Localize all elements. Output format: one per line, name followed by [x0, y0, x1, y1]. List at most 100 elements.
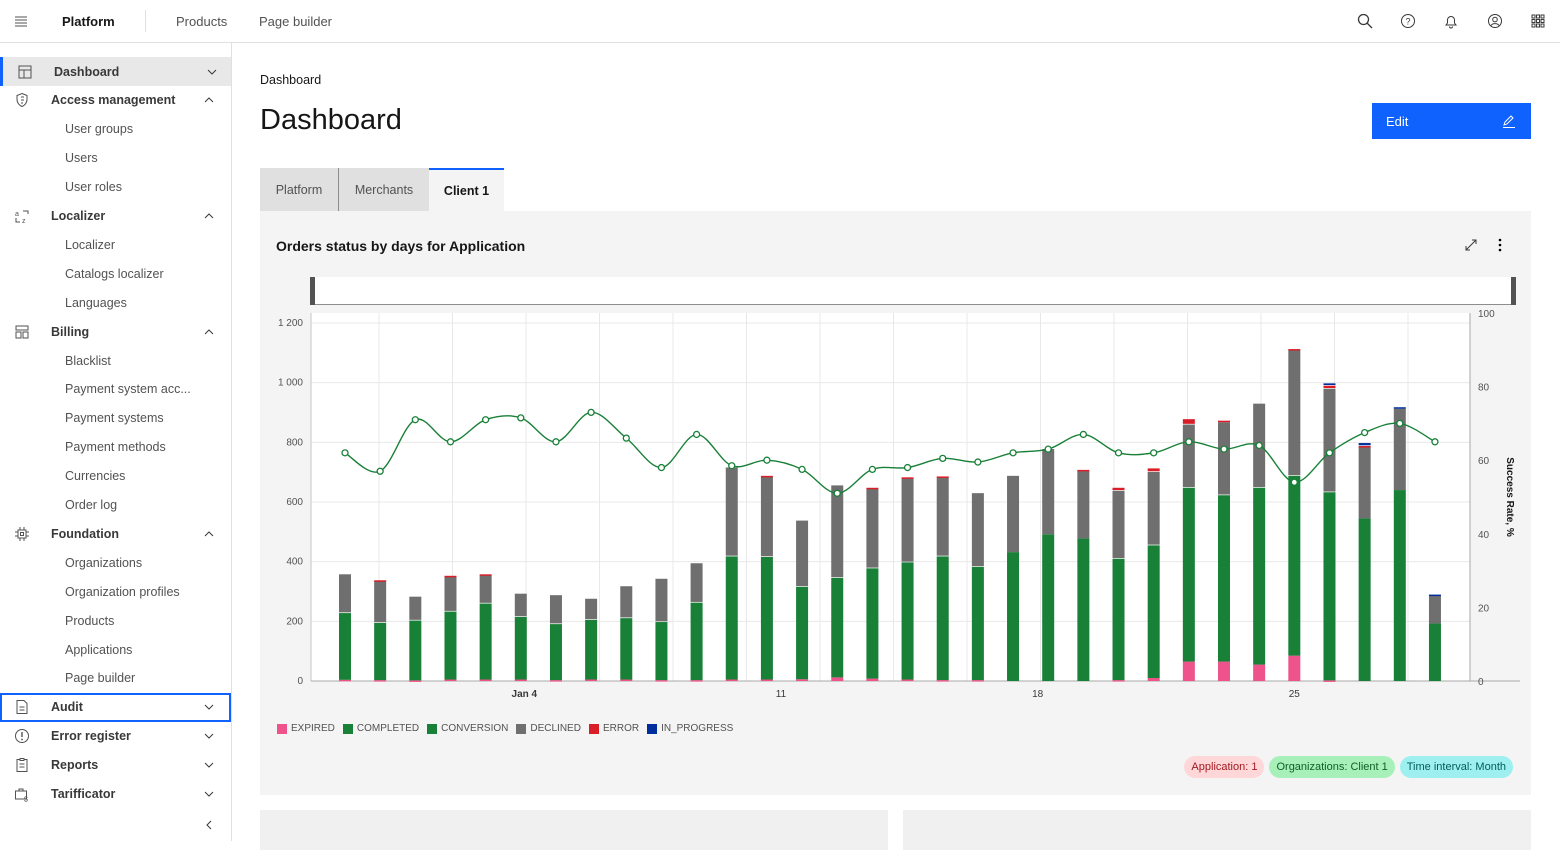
bar-segment-completed — [339, 613, 351, 680]
legend-label: CONVERSION — [441, 723, 509, 734]
legend-item[interactable]: EXPIRED — [277, 723, 335, 734]
sidebar-item-localizer[interactable]: a z Localizer — [0, 202, 231, 231]
app-switcher-icon[interactable] — [1528, 11, 1548, 31]
sidebar-item-payment-systems[interactable]: Payment systems — [0, 404, 231, 433]
collapse-sidebar-icon[interactable] — [202, 818, 216, 837]
legend-item[interactable]: COMPLETED — [342, 723, 419, 734]
bar-segment-completed — [760, 556, 773, 680]
maximize-icon[interactable] — [1463, 237, 1479, 258]
bar-segment-declined — [479, 575, 492, 603]
brand-name[interactable]: Platform — [62, 14, 115, 29]
tab-merchants[interactable]: Merchants — [339, 168, 429, 211]
sidebar-item-applications[interactable]: Applications — [0, 635, 231, 664]
sidebar-item-blacklist[interactable]: Blacklist — [0, 346, 231, 375]
breadcrumb[interactable]: Dashboard — [260, 73, 322, 87]
sidebar-item-tarifficator[interactable]: $ Tarifficator — [0, 780, 231, 809]
sidebar-item-currencies[interactable]: Currencies — [0, 462, 231, 491]
sidebar-item-label: Billing — [51, 324, 90, 339]
zoom-range-slider[interactable] — [310, 277, 1516, 305]
help-icon[interactable]: ? — [1398, 11, 1418, 31]
bar-segment-declined — [1042, 449, 1055, 535]
sidebar-item-billing[interactable]: Billing — [0, 317, 231, 346]
sidebar-item-organization-profiles[interactable]: Organization profiles — [0, 577, 231, 606]
bar-segment-declined — [901, 478, 914, 562]
legend-item[interactable]: IN_PROGRESS — [647, 723, 733, 734]
legend-label: DECLINED — [530, 723, 581, 734]
sidebar-item-localizer[interactable]: Localizer — [0, 230, 231, 259]
bar-segment-error — [760, 475, 773, 478]
notification-icon[interactable] — [1441, 11, 1461, 31]
sidebar-item-order-log[interactable]: Order log — [0, 491, 231, 520]
chevron-down-icon[interactable] — [202, 787, 216, 801]
y2-tick-label: 80 — [1478, 383, 1490, 394]
sidebar-item-languages[interactable]: Languages — [0, 288, 231, 317]
sidebar-item-products[interactable]: Products — [0, 606, 231, 635]
bar-segment-completed — [514, 616, 527, 680]
bar-segment-completed — [1428, 623, 1441, 681]
chevron-down-icon[interactable] — [202, 700, 216, 714]
bar-segment-expired — [620, 679, 633, 682]
sidebar-item-error-register[interactable]: Error register — [0, 722, 231, 751]
tab-client-1[interactable]: Client 1 — [429, 168, 504, 211]
menu-icon[interactable] — [11, 11, 31, 31]
edit-button[interactable]: Edit — [1372, 103, 1531, 139]
sidebar-item-user-groups[interactable]: User groups — [0, 115, 231, 144]
bar-segment-completed — [796, 586, 809, 680]
filter-tag[interactable]: Time interval: Month — [1399, 756, 1513, 778]
sidebar-item-catalogs-localizer[interactable]: Catalogs localizer — [0, 259, 231, 288]
tab-platform[interactable]: Platform — [260, 168, 338, 211]
sidebar-item-reports[interactable]: Reports — [0, 751, 231, 780]
bar-segment-error — [479, 574, 492, 576]
user-icon[interactable] — [1485, 11, 1505, 31]
sidebar-item-organizations[interactable]: Organizations — [0, 548, 231, 577]
sidebar-item-label: Localizer — [51, 209, 106, 223]
bar-segment-in-progress — [1358, 443, 1371, 446]
chevron-up-icon[interactable] — [202, 93, 216, 107]
bar-segment-completed — [479, 603, 492, 680]
nav-page-builder[interactable]: Page builder — [259, 14, 332, 29]
chevron-down-icon[interactable] — [202, 758, 216, 772]
chevron-down-icon[interactable] — [202, 729, 216, 743]
filter-tag[interactable]: Organizations: Client 1 — [1269, 756, 1395, 778]
bar-segment-declined — [655, 578, 668, 622]
chart-legend: EXPIRED COMPLETED CONVERSION DECLINED ERROR I… — [277, 723, 733, 734]
legend-item[interactable]: ERROR — [588, 723, 639, 734]
bar-segment-expired — [936, 680, 949, 682]
chevron-up-icon[interactable] — [202, 325, 216, 339]
range-handle-left[interactable] — [310, 277, 315, 305]
bar-segment-expired — [901, 679, 914, 682]
filter-tag[interactable]: Application: 1 — [1184, 756, 1265, 778]
search-icon[interactable] — [1355, 11, 1375, 31]
sidebar-item-user-roles[interactable]: User roles — [0, 173, 231, 202]
overflow-menu-icon[interactable] — [1492, 237, 1508, 258]
report-icon — [14, 757, 30, 773]
sidebar-item-access-management[interactable]: Access management — [0, 86, 231, 115]
legend-item[interactable]: CONVERSION — [427, 723, 508, 734]
sidebar-item-page-builder[interactable]: Page builder — [0, 664, 231, 693]
nav-products[interactable]: Products — [176, 14, 228, 29]
bar-segment-expired — [760, 679, 773, 682]
bar-segment-in-progress — [1323, 383, 1336, 386]
bar-segment-completed — [1147, 545, 1160, 679]
bar-segment-completed — [1253, 487, 1266, 665]
chevron-up-icon[interactable] — [202, 527, 216, 541]
success-rate-point — [728, 462, 736, 470]
legend-swatch — [427, 723, 438, 734]
legend-item[interactable]: DECLINED — [516, 723, 581, 734]
sidebar-item-audit[interactable]: Audit — [0, 692, 231, 722]
range-handle-right[interactable] — [1511, 277, 1516, 305]
sidebar-item-foundation[interactable]: Foundation — [0, 519, 231, 548]
chevron-up-icon[interactable] — [202, 209, 216, 223]
bar-segment-error — [1077, 469, 1090, 472]
bar-segment-in-progress — [1428, 594, 1441, 597]
bar-segment-error — [1147, 468, 1160, 472]
chevron-down-icon[interactable] — [205, 65, 219, 79]
sidebar-item-dashboard[interactable]: Dashboard — [0, 57, 231, 86]
sidebar-item-users[interactable]: Users — [0, 144, 231, 173]
sidebar-item-payment-methods[interactable]: Payment methods — [0, 433, 231, 462]
sidebar-item-payment-system-acc[interactable]: Payment system acc... — [0, 375, 231, 404]
bar-segment-declined — [1147, 471, 1160, 545]
bar-segment-completed — [1112, 558, 1125, 681]
y-tick-label: 200 — [286, 616, 303, 627]
sidebar-item-label: Currencies — [65, 469, 126, 484]
